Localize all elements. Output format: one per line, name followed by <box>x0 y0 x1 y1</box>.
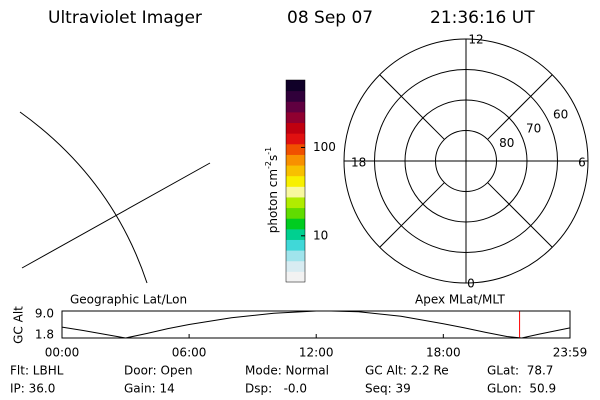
colorbar-segment <box>286 90 305 102</box>
colorbar-label: photon cm-2s-1 <box>264 147 280 234</box>
status-field: Door: Open <box>124 364 193 378</box>
polar-diagonal <box>379 182 445 248</box>
status-field: Gain: 14 <box>124 382 175 396</box>
colorbar-segment <box>286 228 305 240</box>
map-grid-line <box>19 111 148 284</box>
x-tick-label: 23:59 <box>553 346 588 360</box>
colorbar-segment <box>286 122 305 134</box>
status-field: Flt: LBHL <box>10 364 64 378</box>
lat-label: 80 <box>499 136 514 150</box>
colorbar-segment <box>286 154 305 166</box>
colorbar-segment <box>286 186 305 198</box>
colorbar-segment <box>286 207 305 219</box>
status-field: Seq: 39 <box>365 382 411 396</box>
label-exp: -1 <box>264 147 273 155</box>
colorbar-segment <box>286 250 305 262</box>
x-tick-label: 18:00 <box>426 346 461 360</box>
section-title: Apex MLat/MLT <box>415 293 505 307</box>
mlt-label: 12 <box>468 33 483 47</box>
status-field: IP: 36.0 <box>10 382 55 396</box>
y-axis-label: GC Alt <box>12 306 26 344</box>
lat-label: 70 <box>526 122 541 136</box>
colorbar-segment <box>286 133 305 145</box>
colorbar-frame <box>285 79 306 283</box>
label-text: s <box>266 155 280 161</box>
status-field: Dsp: -0.0 <box>245 382 307 396</box>
x-tick-label: 06:00 <box>172 346 207 360</box>
status-field: GC Alt: 2.2 Re <box>365 364 449 378</box>
colorbar-segment <box>286 111 305 124</box>
plot-frame <box>61 310 571 339</box>
status-field: GLon: 50.9 <box>487 382 556 396</box>
colorbar-tick-label: 10 <box>313 228 328 242</box>
colorbar-segment <box>286 239 305 251</box>
y-tick-label: 1.8 <box>35 328 54 342</box>
colorbar-tick-label: 100 <box>313 140 336 154</box>
polar-diagonal <box>379 74 445 140</box>
label-text: photon cm <box>266 169 280 233</box>
polar-diagonal <box>487 182 553 248</box>
status-field: Mode: Normal <box>245 364 329 378</box>
x-tick-label: 12:00 <box>299 346 334 360</box>
date: 08 Sep 07 <box>287 8 373 28</box>
status-field: GLat: 78.7 <box>487 364 553 378</box>
y-tick-label: 9.0 <box>35 307 54 321</box>
colorbar-segment <box>286 165 305 177</box>
title: Ultraviolet Imager <box>48 8 202 28</box>
colorbar-segment <box>286 143 305 155</box>
colorbar-segment <box>286 271 305 283</box>
polar-diagonal <box>487 74 553 140</box>
time: 21:36:16 UT <box>430 8 535 28</box>
colorbar-segment <box>286 175 305 187</box>
altitude-line <box>61 310 571 339</box>
mlt-label: 18 <box>351 156 366 170</box>
mlt-label: 6 <box>578 156 586 170</box>
colorbar-segment <box>286 218 305 230</box>
lat-label: 60 <box>553 107 568 121</box>
colorbar-segment <box>286 101 305 113</box>
label-exp: -2 <box>264 161 273 169</box>
mlt-label: 0 <box>467 277 475 291</box>
section-title: Geographic Lat/Lon <box>70 293 187 307</box>
map-grid-line <box>21 162 211 269</box>
colorbar-segment <box>286 196 305 209</box>
colorbar-segment <box>286 260 305 272</box>
colorbar-segment <box>286 80 305 92</box>
x-tick-label: 00:00 <box>45 346 80 360</box>
